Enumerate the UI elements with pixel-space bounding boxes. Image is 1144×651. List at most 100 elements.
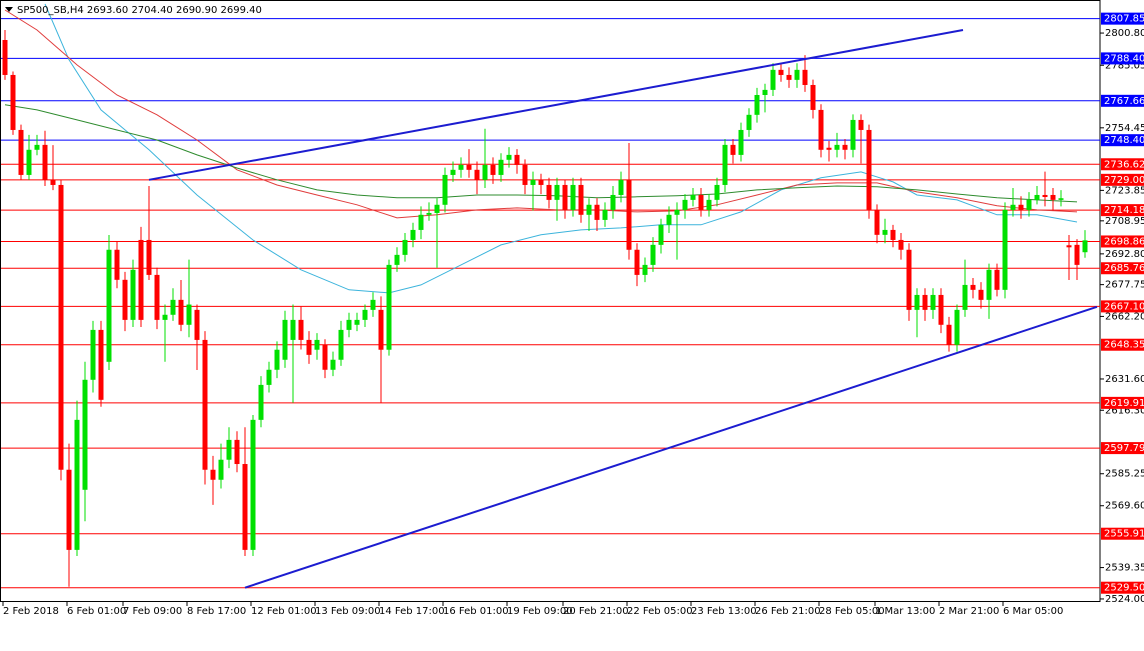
candle-body [106, 249, 112, 362]
candle-body [570, 184, 576, 210]
candle-body [754, 95, 760, 115]
x-tick-label: 20 Feb 21:00 [563, 606, 629, 617]
candle-body [818, 109, 824, 150]
level-tag [1101, 262, 1144, 275]
candle-body [826, 147, 832, 150]
trend-line [148, 29, 964, 181]
candle-body [690, 194, 696, 200]
candle-body [810, 84, 816, 110]
candle-body [386, 264, 392, 350]
candle-body [370, 299, 376, 310]
candle-body [482, 164, 488, 180]
candle-body [554, 184, 560, 200]
y-tick-label: 2662.20 [1105, 311, 1144, 322]
level-tag [1101, 235, 1144, 248]
y-tick-label: 2692.80 [1105, 249, 1144, 260]
candle-body [154, 274, 160, 320]
candle-body [898, 239, 904, 250]
chart-title: SP500_SB,H4 2693.60 2704.40 2690.90 2699… [17, 5, 262, 16]
y-tick-label: 2785.05 [1105, 60, 1144, 71]
moving-average [4, 104, 1078, 203]
candle-body [882, 229, 888, 235]
candle-body [858, 119, 864, 130]
candle-body [58, 184, 64, 470]
y-tick-label: 2569.60 [1105, 501, 1144, 512]
candle-body [330, 359, 336, 370]
candle-body [890, 229, 896, 240]
candle-body [26, 149, 32, 175]
x-tick-label: 23 Feb 13:00 [691, 606, 757, 617]
candle-body [778, 69, 784, 75]
candle-body [746, 114, 752, 130]
candle-body [322, 344, 328, 370]
level-tag-label: 2729.00 [1104, 175, 1144, 186]
candle-body [938, 294, 944, 325]
candle-body [146, 239, 152, 275]
candle-body [18, 129, 24, 175]
level-tag [1101, 396, 1144, 409]
candle-body [98, 329, 104, 400]
level-tag [1101, 300, 1144, 313]
candle-body [506, 154, 512, 160]
trend-line [244, 305, 1098, 589]
candle-body [786, 74, 792, 80]
candle-body [362, 309, 368, 320]
candle-body [346, 319, 352, 330]
candle-body [426, 212, 432, 215]
candle-body [906, 249, 912, 310]
y-tick-label: 2616.30 [1105, 405, 1144, 416]
candle-body [290, 319, 296, 340]
candle-body [10, 74, 16, 130]
x-tick-label: 16 Feb 01:00 [443, 606, 509, 617]
x-tick-label: 22 Feb 05:00 [627, 606, 693, 617]
level-tag-label: 2698.86 [1104, 236, 1144, 247]
level-tag [1101, 94, 1144, 107]
candle-body [202, 339, 208, 470]
candle-body [738, 129, 744, 155]
candle-body [258, 384, 264, 420]
candle-body [866, 129, 872, 210]
candle-body [178, 299, 184, 325]
candle-body [162, 314, 168, 320]
candle-body [642, 264, 648, 275]
candle-body [610, 194, 616, 210]
candle-body [1074, 244, 1080, 265]
level-tag-label: 2714.18 [1104, 205, 1144, 216]
candle-body [1002, 209, 1008, 290]
x-tick-label: 2 Feb 2018 [3, 606, 59, 617]
candle-body [50, 179, 56, 185]
candle-body [922, 294, 928, 310]
candle-body [586, 204, 592, 215]
candle-body [194, 309, 200, 340]
candle-body [794, 69, 800, 80]
x-tick-label: 12 Feb 01:00 [251, 606, 317, 617]
candle-body [930, 294, 936, 310]
level-tag [1101, 12, 1144, 25]
x-tick-label: 19 Feb 09:00 [507, 606, 573, 617]
level-tag-label: 2685.76 [1104, 263, 1144, 274]
x-tick-label: 14 Feb 17:00 [379, 606, 445, 617]
candle-body [338, 329, 344, 360]
candle-body [450, 169, 456, 175]
candle-body [546, 184, 552, 200]
level-tag [1101, 581, 1144, 594]
level-tag-label: 2767.66 [1104, 96, 1144, 107]
candle-body [530, 179, 536, 185]
x-tick-label: 2 Mar 21:00 [939, 606, 999, 617]
candle-body [2, 40, 8, 75]
x-tick-label: 13 Feb 09:00 [315, 606, 381, 617]
candle-body [186, 304, 192, 325]
candle-body [602, 209, 608, 220]
x-tick-label: 1 Mar 13:00 [875, 606, 935, 617]
y-tick-label: 2631.60 [1105, 374, 1144, 385]
candle-body [490, 164, 496, 175]
candle-body [306, 339, 312, 355]
level-tag-label: 2748.40 [1104, 135, 1144, 146]
candle-body [130, 269, 136, 320]
level-tag-label: 2667.10 [1104, 301, 1144, 312]
y-tick-label: 2723.85 [1105, 185, 1144, 196]
candle-body [626, 179, 632, 250]
candle-body [90, 329, 96, 380]
candle-body [618, 179, 624, 195]
